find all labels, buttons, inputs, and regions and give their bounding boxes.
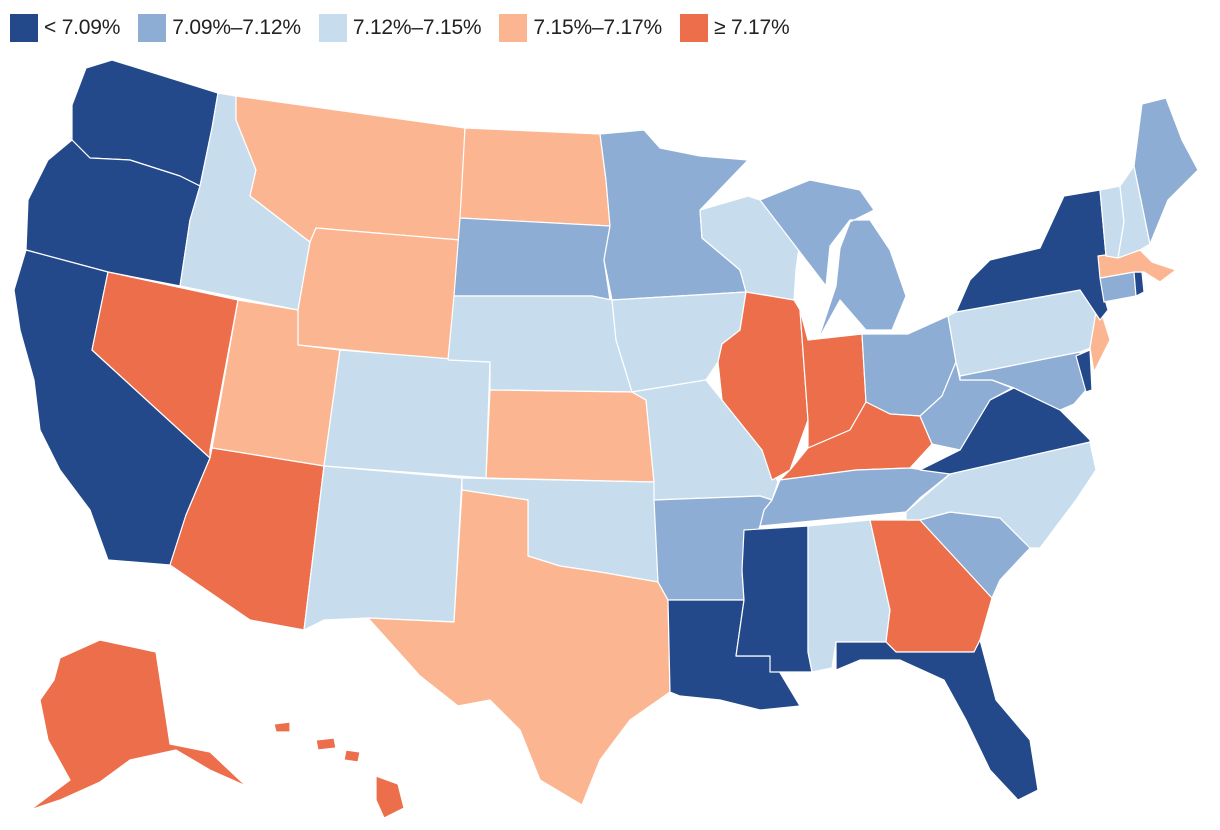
legend-swatch-c4: [499, 14, 528, 42]
state-colorado[interactable]: [323, 349, 491, 479]
legend-item-above-717: ≥ 7.17%: [679, 14, 790, 42]
state-wyoming[interactable]: [297, 227, 461, 361]
legend-item-712-715: 7.12%–7.15%: [318, 14, 482, 42]
state-delaware[interactable]: [1075, 349, 1093, 393]
legend-label: 7.09%–7.12%: [172, 16, 301, 39]
legend: < 7.09% 7.09%–7.12% 7.12%–7.15% 7.15%–7.…: [10, 12, 808, 44]
state-illinois[interactable]: [717, 291, 809, 481]
state-wisconsin[interactable]: [699, 195, 801, 301]
state-texas[interactable]: [367, 489, 671, 806]
legend-item-709-712: 7.09%–7.12%: [138, 14, 301, 42]
state-mississippi[interactable]: [735, 525, 813, 673]
legend-label: < 7.09%: [44, 16, 121, 39]
state-hawaii[interactable]: [273, 721, 405, 819]
state-rhode-island[interactable]: [1133, 271, 1145, 297]
state-north-dakota[interactable]: [459, 127, 611, 227]
state-florida[interactable]: [835, 639, 1039, 801]
state-nevada[interactable]: [91, 271, 239, 459]
legend-label: ≥ 7.17%: [713, 16, 790, 39]
state-maine[interactable]: [1133, 97, 1199, 245]
legend-label: 7.15%–7.17%: [533, 16, 662, 39]
legend-swatch-c5: [679, 14, 708, 42]
legend-swatch-c3: [318, 14, 347, 42]
legend-item-below-709: < 7.09%: [10, 14, 120, 42]
legend-label: 7.12%–7.15%: [352, 16, 482, 39]
legend-item-715-717: 7.15%–7.17%: [499, 14, 662, 42]
state-south-dakota[interactable]: [453, 217, 611, 301]
state-kansas[interactable]: [485, 389, 655, 483]
state-michigan[interactable]: [759, 179, 907, 341]
legend-swatch-c2: [138, 14, 167, 42]
state-alaska[interactable]: [29, 639, 247, 811]
legend-swatch-c1: [10, 14, 38, 42]
state-new-mexico[interactable]: [303, 465, 463, 631]
